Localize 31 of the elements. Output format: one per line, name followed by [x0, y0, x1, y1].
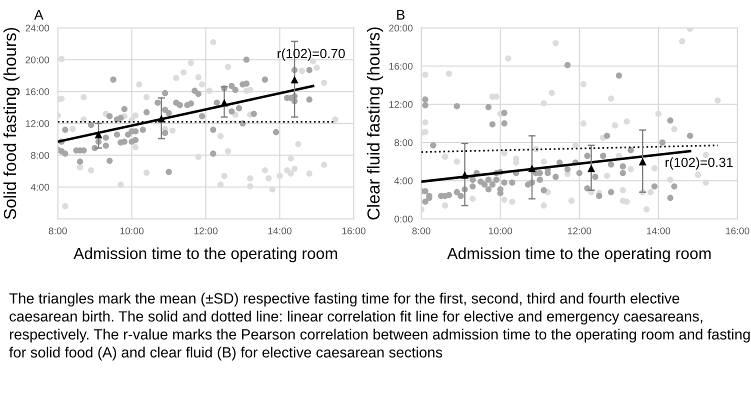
- y-axis-title: Clear fluid fasting (hours): [366, 28, 384, 220]
- x-tick-label: 10:00: [488, 227, 512, 234]
- y-tick-label: 8:00: [394, 139, 413, 146]
- x-tick-label: 8:00: [48, 227, 67, 234]
- y-tick-label: 8:00: [30, 152, 50, 159]
- y-tick-label: 0:00: [394, 216, 413, 223]
- x-tick-label: 12:00: [194, 227, 218, 234]
- chart-title: A: [34, 10, 44, 20]
- y-tick-label: 16:00: [26, 88, 50, 96]
- x-tick-label: 12:00: [568, 227, 592, 234]
- chart-title: B: [397, 10, 405, 20]
- x-tick-label: 16:00: [342, 227, 366, 234]
- x-tick-label: 14:00: [268, 227, 292, 234]
- x-axis-title: Admission time to the operating room: [447, 247, 711, 262]
- y-tick-label: 20:00: [389, 24, 413, 32]
- y-tick-label: 16:00: [389, 62, 413, 70]
- x-tick-label: 16:00: [726, 227, 750, 234]
- x-tick-label: 8:00: [412, 227, 430, 234]
- annotation: r(102)=0.31: [666, 157, 733, 170]
- x-tick-label: 10:00: [120, 227, 144, 234]
- text: The triangles mark the mean (±SD) respective fasting time for the first, second, third and fourth elective caesarean birth. The solid and dotted line: linear correlation fit line for elective and emergency caesareans, respectively. The r-value marks the Pearson correlation between admission time to the operating room and fasting for solid food (A) and clear fluid (B) for elective caesarean sections: [9, 292, 750, 360]
- y-tick-label: 12:00: [389, 101, 413, 108]
- x-axis-title: Admission time to the operating room: [74, 247, 338, 262]
- y-tick-label: 4:00: [394, 177, 413, 184]
- x-tick-label: 14:00: [647, 227, 670, 234]
- y-tick-label: 20:00: [26, 56, 50, 64]
- y-tick-label: 12:00: [26, 120, 50, 128]
- y-tick-label: 4:00: [30, 184, 50, 191]
- y-tick-label: 24:00: [26, 24, 50, 32]
- annotation: r(102)=0.70: [278, 48, 345, 61]
- y-axis-title: Solid food fasting (hours): [3, 28, 20, 220]
